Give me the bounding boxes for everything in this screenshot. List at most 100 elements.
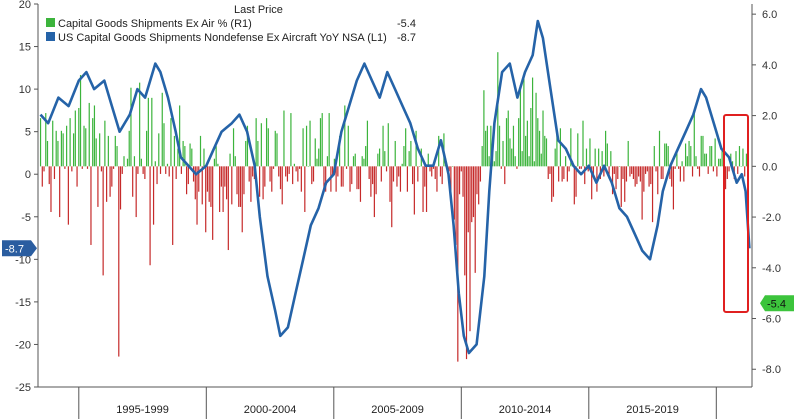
bar [691,166,694,177]
bar [676,151,678,167]
bar [67,166,69,225]
bar [338,135,341,167]
bar [53,166,56,180]
bar [712,166,715,172]
bar [48,166,50,185]
bar [537,118,539,167]
bar [358,166,360,190]
bar [547,166,549,180]
bar [373,166,375,218]
bar [335,166,337,192]
bar [472,166,475,218]
bar [467,166,469,233]
bar [328,113,330,167]
bar [667,146,669,167]
bar [465,166,468,360]
left-tick-label: -20 [15,339,31,351]
bar [422,166,424,212]
bar [693,113,695,167]
bar [530,107,532,167]
bar [50,166,52,212]
bar [152,166,155,225]
bar [281,166,283,205]
bar [372,166,374,185]
bar [191,148,193,167]
bar [396,166,398,187]
bar [378,148,381,167]
bar [255,118,257,167]
bar [490,125,492,167]
bar [495,151,497,167]
bar [39,118,42,167]
bar [288,166,290,174]
bar [688,140,690,167]
bar [412,166,414,185]
bar [558,166,560,182]
bar [726,166,728,180]
bar [605,130,607,167]
bar [521,151,523,167]
last-value-right: -5.4 [767,298,786,310]
bar [611,166,614,195]
bar [57,140,59,167]
bar [518,118,520,167]
bar [133,156,136,167]
bar [724,166,727,190]
bar [285,166,287,177]
last-value-badge-right: -5.4 [760,295,794,312]
legend-label-line: US Capital Goods Shipments Nondefense Ex… [58,32,387,44]
bar [321,113,323,167]
bar [83,125,85,167]
bar [704,153,706,167]
bar [192,166,195,182]
bar [269,166,271,182]
bar [97,166,99,207]
bar [99,133,101,167]
bar [721,151,723,167]
bar [455,166,457,245]
bar [552,166,555,197]
bar [469,166,471,332]
bar [252,166,254,177]
bar [356,166,358,190]
bar [432,166,435,169]
bar [554,148,556,167]
bar [219,166,221,212]
bar [205,166,207,233]
bar [340,166,342,187]
bar [648,166,650,187]
bar [460,166,462,172]
bar [493,161,495,167]
bar [629,166,631,177]
bar [215,146,217,167]
bar [681,161,683,167]
bar [168,166,170,177]
bar [453,166,455,220]
bar [332,166,334,177]
bar [170,118,172,167]
bar [462,166,464,197]
bar [283,110,285,167]
bar [86,166,89,169]
bar [485,130,487,167]
bar [260,123,262,167]
bar [674,166,676,169]
bar [74,110,76,167]
bar [615,166,617,190]
bar [299,166,301,169]
bar [52,120,54,167]
bar [173,135,176,167]
bar [203,148,205,167]
bar [589,138,591,167]
bar [399,166,402,192]
bar [655,166,657,172]
bar [391,166,393,228]
bar [361,156,363,167]
bar [382,125,384,167]
bar [309,120,311,167]
bar [370,166,372,197]
bar [594,148,596,167]
bar [104,120,106,167]
bar [439,166,442,177]
bar [238,166,240,207]
